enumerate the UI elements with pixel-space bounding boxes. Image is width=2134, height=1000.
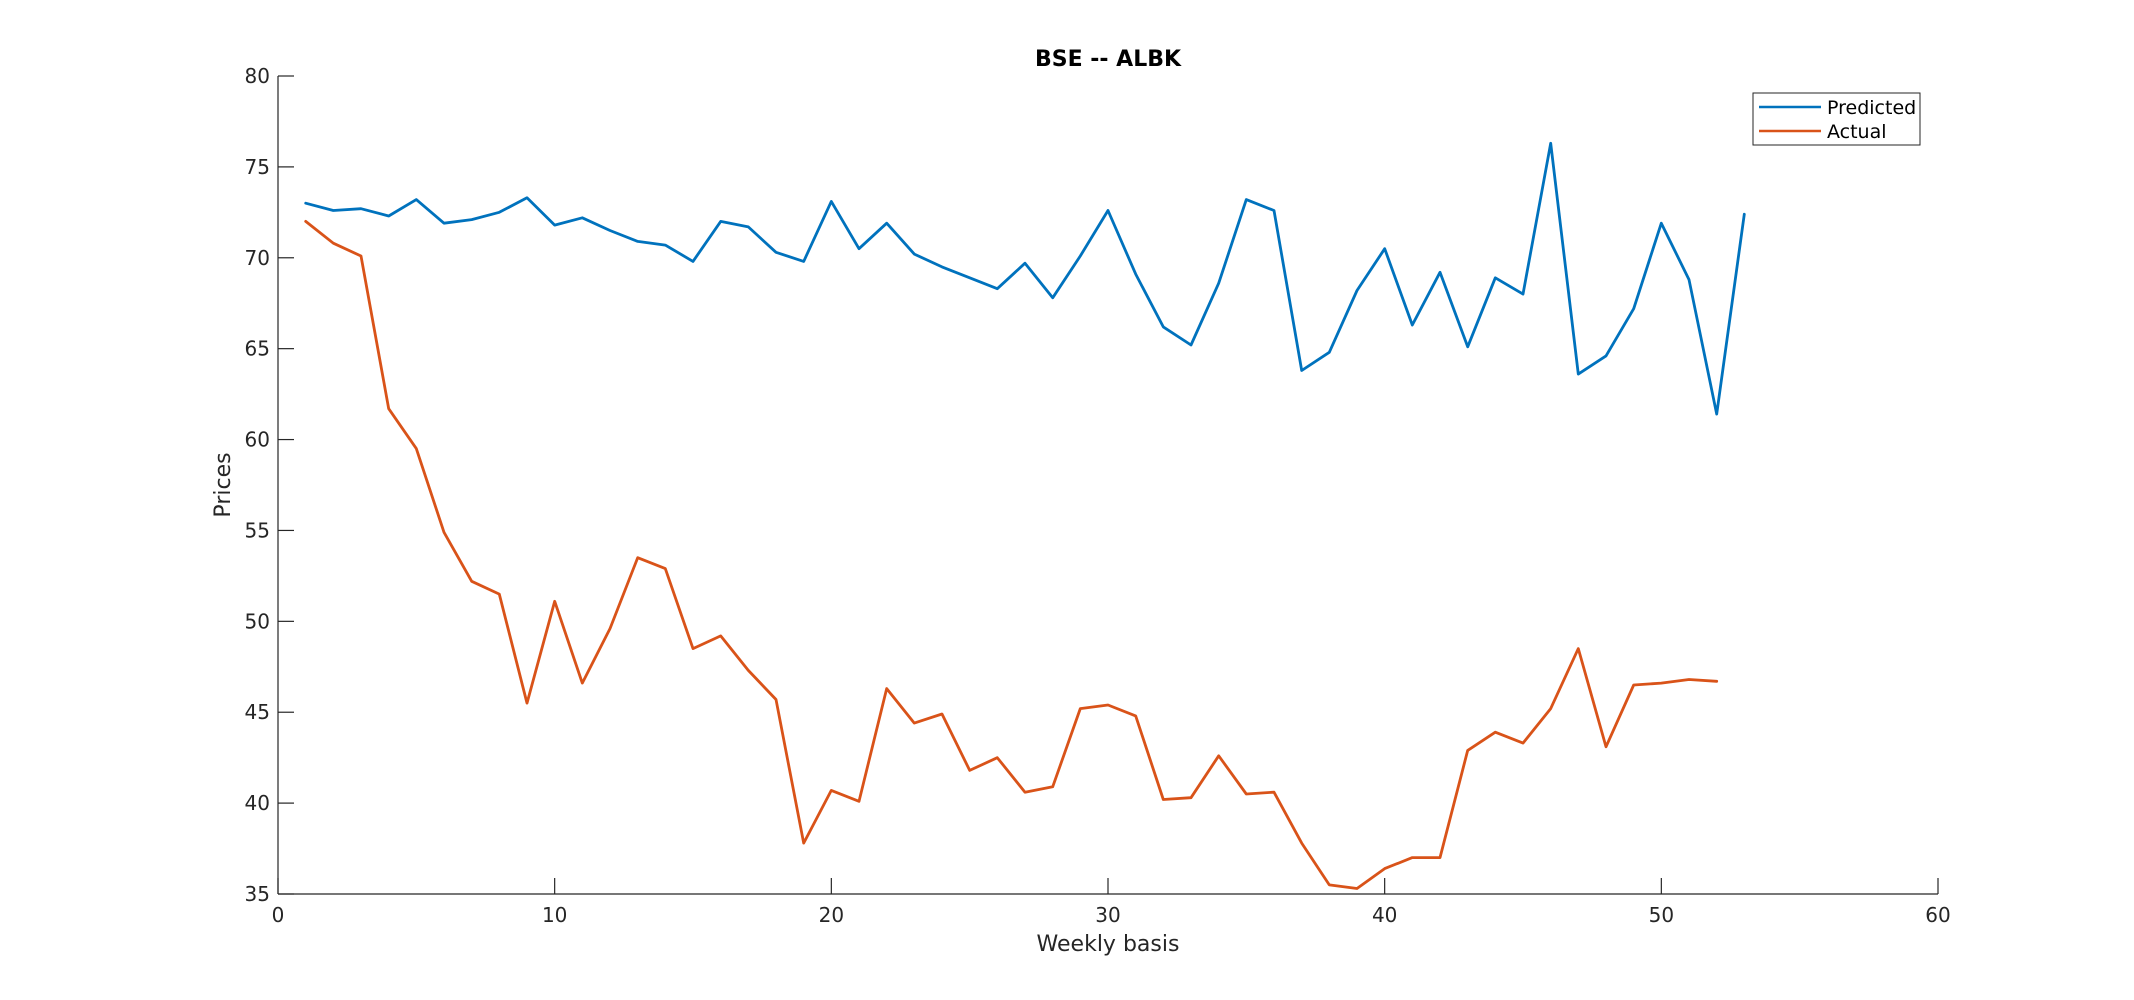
y-tick-label: 70 <box>245 246 270 270</box>
x-tick-label: 40 <box>1372 903 1397 927</box>
y-tick-label: 60 <box>245 428 270 452</box>
chart-title: BSE -- ALBK <box>1035 47 1182 72</box>
y-tick-label: 35 <box>245 882 270 906</box>
legend: Predicted Actual <box>1752 92 1921 146</box>
x-axis-title: Weekly basis <box>1037 932 1180 957</box>
series <box>304 141 1746 890</box>
legend-label-actual: Actual <box>1827 121 1887 143</box>
series-line-predicted <box>304 141 1746 416</box>
x-tick-label: 50 <box>1649 903 1674 927</box>
legend-label-predicted: Predicted <box>1827 97 1916 119</box>
x-tick-label: 20 <box>819 903 844 927</box>
y-axis-title: Prices <box>211 452 236 517</box>
legend-box <box>1752 92 1921 146</box>
y-tick-label: 55 <box>245 518 270 542</box>
y-tick-label: 45 <box>245 700 270 724</box>
x-tick-label: 0 <box>272 903 285 927</box>
ticks: 0 10 20 30 40 50 60 35 40 45 50 55 60 65 70 75 80 <box>245 64 1951 927</box>
x-tick-label: 10 <box>542 903 567 927</box>
y-tick-label: 75 <box>245 155 270 179</box>
y-tick-label: 50 <box>245 609 270 633</box>
y-tick-label: 40 <box>245 791 270 815</box>
series-line-actual <box>304 219 1719 890</box>
y-tick-label: 65 <box>245 337 270 361</box>
x-tick-label: 60 <box>1925 903 1950 927</box>
y-tick-label: 80 <box>245 64 270 88</box>
x-tick-label: 30 <box>1095 903 1120 927</box>
